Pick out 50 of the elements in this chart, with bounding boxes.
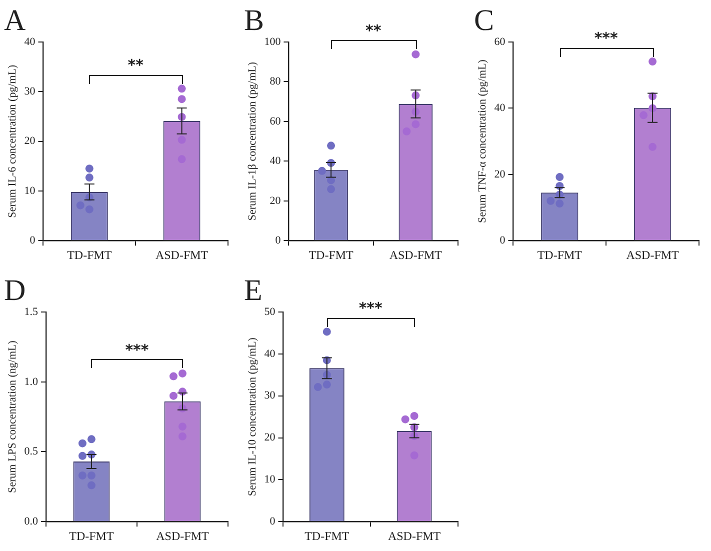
x-tick-label: ASD-FMT	[389, 248, 443, 262]
x-tick-label: TD-FMT	[304, 528, 350, 543]
y-axis-title: Serum IL-1β concentration (pg/mL)	[246, 62, 258, 221]
y-tick-label: 10	[264, 474, 276, 486]
y-tick-label: 0	[270, 515, 276, 528]
y-tick-label: 20	[264, 432, 276, 444]
y-tick-label: 0	[500, 234, 506, 246]
y-tick-label: 0.0	[24, 515, 38, 528]
y-tick-label: 50	[264, 306, 276, 318]
y-axis-title: Serum IL-10 concentration (pg/mL)	[246, 337, 258, 496]
x-tick-label: TD-FMT	[67, 248, 112, 262]
y-tick-label: 60	[270, 115, 282, 128]
y-tick-label: 20	[24, 135, 36, 148]
y-tick-label: 1.5	[24, 306, 38, 318]
annotation: **	[128, 56, 144, 74]
y-tick-label: 30	[24, 86, 36, 98]
x-tick-label: ASD-FMT	[626, 248, 680, 262]
annotation: ***	[594, 28, 618, 47]
x-tick-label: TD-FMT	[308, 248, 354, 262]
y-tick-label: 40	[264, 348, 276, 360]
y-tick-label: 40	[494, 102, 506, 114]
chart-title: C	[474, 4, 494, 37]
y-tick-label: 30	[264, 390, 276, 402]
y-tick-label: 20	[270, 194, 282, 207]
y-tick-label: 80	[270, 76, 282, 88]
x-tick-label: TD-FMT	[537, 248, 583, 262]
y-tick-label: 60	[494, 36, 506, 48]
annotation: ***	[125, 340, 149, 359]
chart-title: B	[244, 4, 264, 37]
chart-title: A	[4, 4, 26, 37]
x-tick-label: TD-FMT	[69, 528, 114, 543]
y-axis-title: Serum LPS concentration (ng/mL)	[6, 340, 18, 494]
y-axis-title: Serum IL-6 concentration (pg/mL)	[6, 64, 18, 218]
y-tick-label: 40	[24, 36, 36, 48]
y-tick-label: 20	[494, 168, 506, 180]
y-tick-label: 100	[264, 36, 282, 48]
x-tick-label: ASD-FMT	[388, 528, 442, 543]
y-tick-label: 40	[270, 155, 282, 168]
x-tick-label: ASD-FMT	[156, 528, 210, 543]
chart-title: D	[4, 274, 26, 307]
y-tick-label: 0	[30, 234, 36, 246]
y-tick-label: 0	[275, 234, 282, 246]
x-tick-label: ASD-FMT	[155, 248, 209, 262]
y-tick-label: 10	[24, 184, 36, 197]
y-axis-title: Serum TNF-α concentration (pg/mL)	[476, 59, 488, 224]
y-tick-label: 0.5	[24, 446, 38, 458]
y-tick-label: 1.0	[24, 376, 38, 388]
chart-title: E	[244, 274, 262, 307]
text: **	[366, 22, 382, 40]
annotation: ***	[358, 299, 383, 318]
